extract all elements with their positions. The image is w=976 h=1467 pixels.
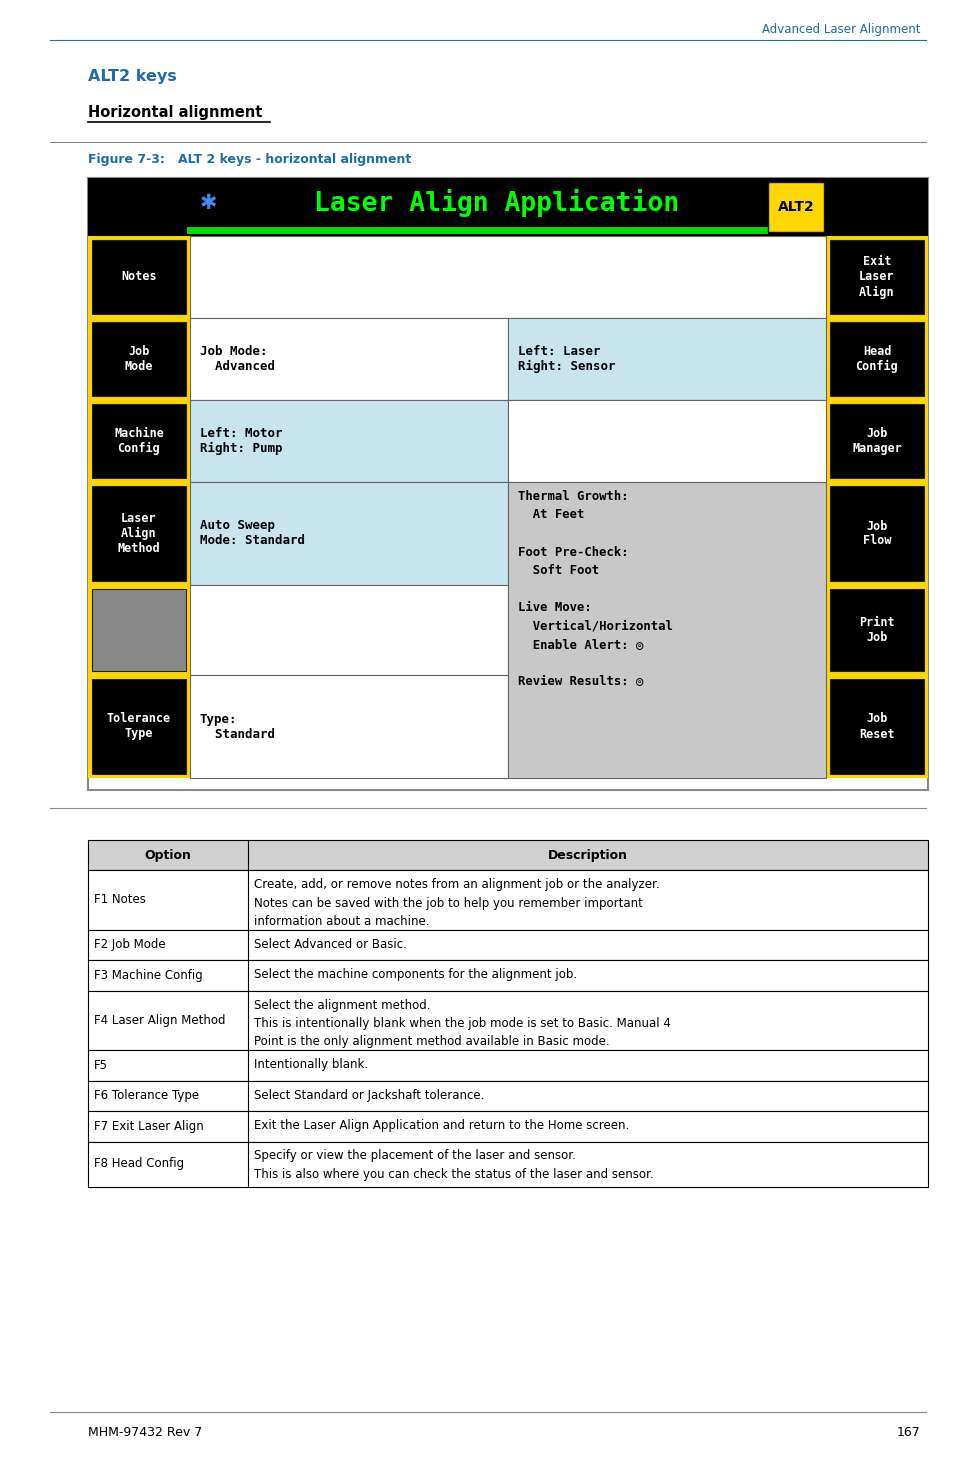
Bar [826, 318, 928, 400]
Bar [88, 236, 190, 318]
Bar [88, 959, 928, 990]
Text: Thermal Growth:
  At Feet

Foot Pre-Check:
  Soft Foot

Live Move:
  Vertical/Ho: Thermal Growth: At Feet Foot Pre-Check: … [518, 490, 672, 688]
Bar [768, 182, 824, 232]
Bar [92, 679, 186, 775]
Text: Horizontal alignment: Horizontal alignment [88, 104, 263, 119]
Text: Select Standard or Jackshaft tolerance.: Select Standard or Jackshaft tolerance. [254, 1089, 484, 1102]
Text: F7 Exit Laser Align: F7 Exit Laser Align [94, 1119, 204, 1133]
Text: Intentionally blank.: Intentionally blank. [254, 1058, 368, 1071]
Bar [830, 241, 924, 314]
Text: Auto Sweep
Mode: Standard: Auto Sweep Mode: Standard [200, 519, 305, 547]
Text: Description: Description [548, 848, 628, 861]
Text: Option: Option [144, 848, 191, 861]
Bar [88, 675, 190, 778]
Text: Notes: Notes [121, 270, 157, 283]
Text: Job
Flow: Job Flow [863, 519, 891, 547]
Bar [830, 403, 924, 478]
Text: Create, add, or remove notes from an alignment job or the analyzer.
Notes can be: Create, add, or remove notes from an ali… [254, 879, 660, 929]
Bar [190, 318, 508, 400]
Bar [826, 675, 928, 778]
Bar [826, 400, 928, 483]
Text: Select the alignment method.
This is intentionally blank when the job mode is se: Select the alignment method. This is int… [254, 999, 671, 1049]
Text: ALT2: ALT2 [778, 200, 814, 214]
Text: F8 Head Config: F8 Head Config [94, 1157, 184, 1171]
Bar [92, 321, 186, 396]
Text: Left: Laser
Right: Sensor: Left: Laser Right: Sensor [518, 345, 616, 373]
Bar [88, 400, 190, 483]
Bar [190, 675, 508, 778]
Bar [826, 483, 928, 585]
Text: F1 Notes: F1 Notes [94, 893, 145, 907]
Text: Select the machine components for the alignment job.: Select the machine components for the al… [254, 968, 577, 981]
Text: 167: 167 [896, 1426, 920, 1439]
Text: Specify or view the placement of the laser and sensor.
This is also where you ca: Specify or view the placement of the las… [254, 1150, 654, 1181]
Bar [508, 483, 826, 778]
Bar [88, 1141, 928, 1187]
Text: ✱: ✱ [199, 194, 217, 213]
Bar [88, 930, 928, 959]
Text: MHM-97432 Rev 7: MHM-97432 Rev 7 [88, 1426, 202, 1439]
Bar [88, 585, 190, 675]
Text: Machine
Config: Machine Config [114, 427, 164, 455]
Text: Figure 7-3:   ALT 2 keys - horizontal alignment: Figure 7-3: ALT 2 keys - horizontal alig… [88, 153, 411, 166]
Bar [92, 588, 186, 670]
Text: F4 Laser Align Method: F4 Laser Align Method [94, 1014, 225, 1027]
Text: Exit the Laser Align Application and return to the Home screen.: Exit the Laser Align Application and ret… [254, 1119, 630, 1133]
Bar [508, 318, 826, 400]
Bar [830, 679, 924, 775]
Bar [92, 486, 186, 581]
Text: F3 Machine Config: F3 Machine Config [94, 968, 203, 981]
Text: Advanced Laser Alignment: Advanced Laser Alignment [761, 23, 920, 37]
Text: Job
Mode: Job Mode [125, 345, 153, 373]
Bar [830, 588, 924, 670]
Bar [88, 1111, 928, 1141]
Bar [88, 483, 190, 585]
Bar [88, 870, 928, 930]
Bar [826, 236, 928, 318]
Bar [92, 241, 186, 314]
Text: Print
Job: Print Job [859, 616, 895, 644]
Bar [508, 400, 826, 483]
Bar [190, 483, 508, 585]
Text: F6 Tolerance Type: F6 Tolerance Type [94, 1090, 199, 1102]
Text: F2 Job Mode: F2 Job Mode [94, 939, 166, 951]
Bar [88, 1081, 928, 1111]
Bar [830, 486, 924, 581]
Bar [88, 178, 928, 791]
Bar [88, 1050, 928, 1081]
Bar [190, 585, 508, 675]
Text: Exit
Laser
Align: Exit Laser Align [859, 255, 895, 299]
Text: Tolerance
Type: Tolerance Type [107, 713, 171, 741]
Bar [88, 178, 928, 236]
Text: F5: F5 [94, 1059, 108, 1072]
Bar [190, 236, 826, 318]
Text: Select Advanced or Basic.: Select Advanced or Basic. [254, 937, 407, 951]
Bar [826, 585, 928, 675]
Text: Job
Reset: Job Reset [859, 713, 895, 741]
Bar [92, 403, 186, 478]
Bar [190, 400, 508, 483]
Text: Type:
  Standard: Type: Standard [200, 713, 275, 741]
Text: Head
Config: Head Config [856, 345, 898, 373]
Text: Left: Motor
Right: Pump: Left: Motor Right: Pump [200, 427, 282, 455]
Text: Job
Manager: Job Manager [852, 427, 902, 455]
Bar [88, 318, 190, 400]
Bar [830, 321, 924, 396]
Text: Laser
Align
Method: Laser Align Method [118, 512, 160, 555]
Bar [88, 841, 928, 870]
Bar [88, 990, 928, 1050]
Text: ALT2 keys: ALT2 keys [88, 69, 177, 85]
Text: Job Mode:
  Advanced: Job Mode: Advanced [200, 345, 275, 373]
Text: Laser Align Application: Laser Align Application [314, 189, 679, 217]
